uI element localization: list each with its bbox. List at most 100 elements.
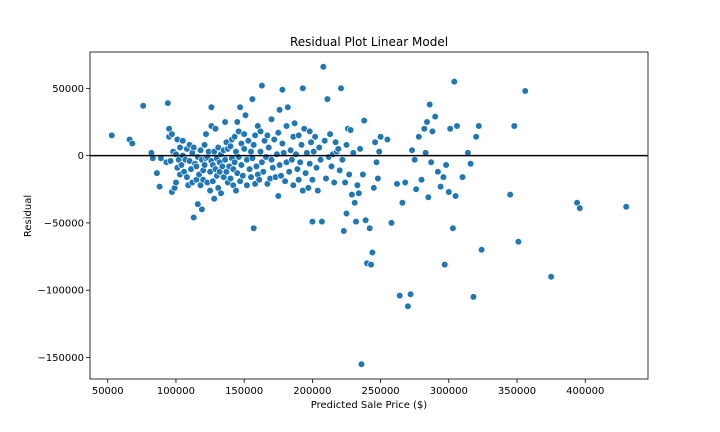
data-point — [323, 95, 332, 103]
data-point — [183, 173, 191, 181]
data-point — [267, 156, 276, 164]
data-point — [276, 161, 284, 169]
data-point — [153, 169, 161, 177]
data-point — [407, 290, 415, 298]
y-tick-label: −50000 — [44, 218, 84, 229]
data-point — [273, 150, 281, 158]
y-tick-label: −150000 — [37, 353, 84, 364]
data-point — [274, 192, 282, 200]
data-point — [441, 261, 449, 269]
data-point — [295, 131, 303, 139]
data-point — [308, 218, 317, 226]
data-point — [207, 103, 215, 111]
data-point — [547, 273, 555, 281]
data-point — [201, 141, 209, 149]
data-point — [297, 141, 306, 149]
data-point — [420, 125, 428, 133]
data-point — [210, 195, 218, 203]
data-point — [177, 161, 185, 169]
data-point — [284, 103, 292, 111]
data-point — [231, 158, 239, 166]
data-point — [452, 192, 460, 200]
data-point — [277, 172, 285, 180]
data-point — [337, 84, 345, 92]
data-point — [377, 133, 385, 141]
data-point — [289, 181, 297, 189]
data-point — [458, 173, 467, 181]
y-axis-ticks: 50000 0 −50000 −100000 −150000 — [37, 84, 90, 364]
data-point — [306, 127, 314, 135]
data-point — [233, 118, 241, 126]
data-point — [514, 238, 523, 246]
data-point — [357, 360, 366, 368]
data-point — [236, 103, 244, 111]
data-point — [310, 148, 318, 156]
data-point — [521, 87, 529, 95]
data-point — [265, 143, 273, 152]
data-point — [139, 102, 147, 110]
data-point — [250, 141, 258, 149]
data-point — [176, 143, 184, 152]
data-point — [308, 176, 317, 184]
x-tick-label: 300000 — [430, 386, 468, 397]
data-point — [383, 135, 392, 144]
data-point — [217, 189, 225, 197]
data-point — [387, 219, 396, 227]
data-point — [428, 127, 437, 135]
data-point — [426, 100, 434, 109]
data-point — [226, 142, 235, 150]
data-point — [449, 224, 457, 232]
data-point — [243, 181, 251, 189]
x-tick-label: 150000 — [225, 386, 263, 397]
data-point — [248, 95, 256, 103]
data-point — [401, 178, 409, 187]
data-point — [367, 261, 375, 269]
data-point — [192, 162, 200, 170]
data-point — [332, 138, 340, 146]
data-point — [240, 145, 248, 153]
data-point — [239, 172, 247, 180]
data-point — [347, 126, 355, 134]
data-point — [255, 176, 263, 184]
data-point — [475, 122, 483, 130]
data-point — [307, 138, 315, 146]
data-point — [211, 125, 220, 133]
data-point — [622, 203, 630, 211]
data-point — [276, 106, 284, 114]
data-point — [368, 248, 377, 257]
data-point — [318, 218, 326, 226]
data-point — [408, 146, 416, 154]
data-point — [206, 187, 214, 195]
data-point — [278, 139, 287, 148]
data-point — [299, 84, 307, 92]
data-point — [359, 170, 367, 179]
data-point — [302, 169, 310, 177]
data-point — [235, 153, 243, 161]
x-tick-label: 250000 — [362, 386, 400, 397]
data-point — [247, 148, 255, 156]
data-point — [370, 184, 378, 192]
data-point — [278, 86, 287, 94]
data-point — [510, 122, 518, 130]
data-point — [258, 81, 266, 90]
data-point — [375, 148, 383, 156]
data-point — [351, 199, 359, 207]
data-point — [240, 130, 248, 138]
data-points — [108, 63, 630, 368]
data-point — [424, 193, 432, 201]
data-point — [202, 130, 210, 138]
data-point — [190, 213, 198, 222]
data-point — [244, 137, 252, 145]
data-point — [241, 111, 250, 119]
data-point — [166, 157, 175, 165]
data-point — [469, 293, 478, 301]
data-point — [415, 133, 423, 141]
data-point — [304, 184, 312, 192]
data-point — [201, 161, 209, 169]
data-point — [287, 146, 295, 154]
data-point — [256, 148, 265, 156]
data-point — [108, 131, 116, 139]
data-point — [172, 178, 180, 187]
data-point — [311, 133, 319, 141]
data-point — [355, 189, 363, 197]
